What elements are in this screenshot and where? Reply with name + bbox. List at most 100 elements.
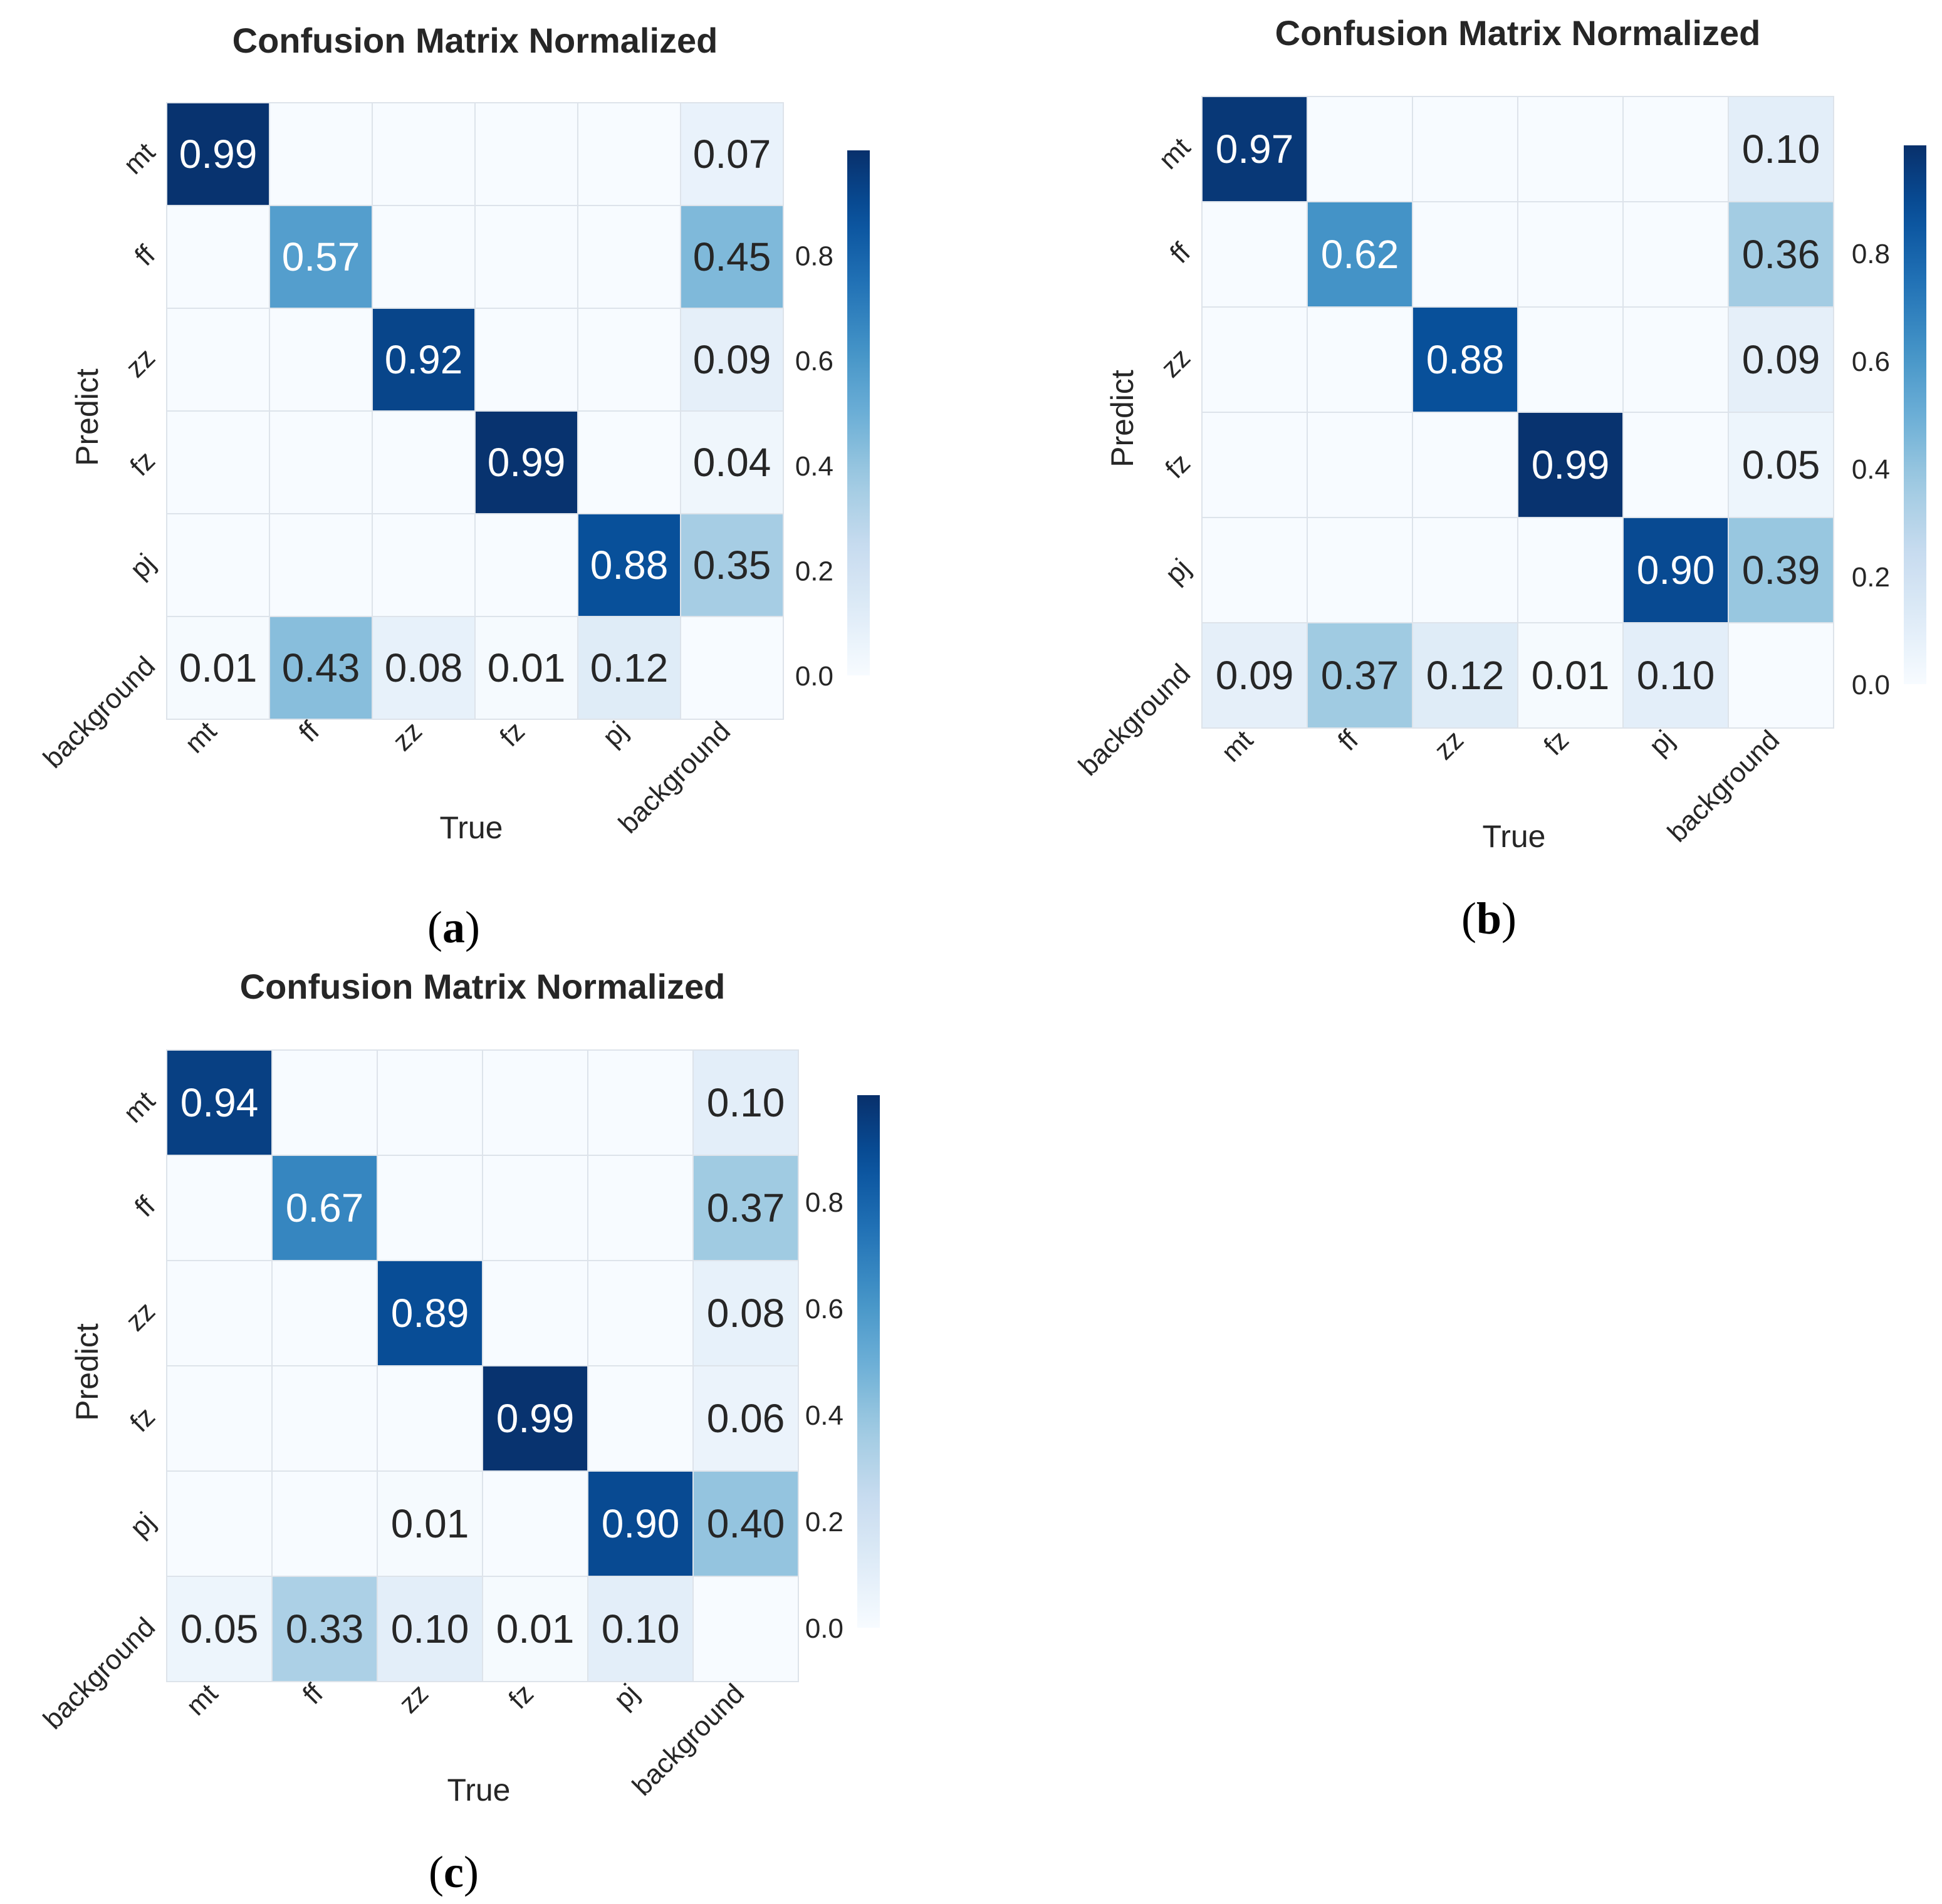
heatmap-cell bbox=[166, 1260, 273, 1366]
heatmap-cell bbox=[1622, 412, 1729, 518]
colorbar-tick-label: 0.8 bbox=[805, 1187, 843, 1218]
colorbar-tick-label: 0.6 bbox=[805, 1294, 843, 1324]
colorbar-gradient bbox=[857, 1095, 880, 1628]
y-axis-label: Predict bbox=[70, 1323, 105, 1421]
heatmap-cell bbox=[166, 205, 270, 309]
cell-value-label: 0.67 bbox=[286, 1185, 364, 1230]
heatmap-cell bbox=[271, 1260, 378, 1366]
heatmap-cell bbox=[1307, 412, 1413, 518]
heatmap-cell bbox=[372, 513, 476, 617]
heatmap-cell bbox=[1517, 622, 1624, 729]
heatmap-cell bbox=[587, 1470, 694, 1577]
heatmap-cell bbox=[587, 1260, 694, 1366]
x-tick-label: zz bbox=[393, 1678, 434, 1719]
heatmap-cell bbox=[1728, 96, 1834, 202]
panel-caption: (a) bbox=[427, 902, 480, 952]
heatmap-cell bbox=[474, 205, 578, 309]
heatmap-cell bbox=[1307, 306, 1413, 413]
y-tick-label: fz bbox=[1159, 447, 1196, 484]
heatmap-cell bbox=[372, 616, 476, 720]
heatmap-cell bbox=[692, 1365, 799, 1472]
colorbar-tick-label: 0.0 bbox=[805, 1613, 843, 1644]
cell-value-label: 0.08 bbox=[707, 1291, 785, 1336]
heatmap-cell bbox=[377, 1049, 483, 1156]
cell-value-label: 0.37 bbox=[707, 1185, 785, 1230]
heatmap-cell bbox=[1517, 517, 1624, 623]
heatmap-cell bbox=[1622, 306, 1729, 413]
cell-value-label: 0.97 bbox=[1216, 127, 1294, 172]
heatmap-cell bbox=[482, 1365, 588, 1472]
cell-value-label: 0.37 bbox=[1321, 653, 1399, 698]
heatmap-cell bbox=[166, 1049, 273, 1156]
cell-value-label: 0.06 bbox=[707, 1396, 785, 1441]
colorbar-tick-label: 0.4 bbox=[795, 451, 833, 482]
cell-value-label: 0.57 bbox=[282, 234, 360, 279]
x-tick-label: pj bbox=[1643, 724, 1680, 761]
x-tick-label: pj bbox=[597, 715, 634, 752]
cell-value-label: 0.40 bbox=[707, 1501, 785, 1546]
heatmap-cell bbox=[269, 410, 373, 514]
heatmap-cell bbox=[1307, 201, 1413, 308]
y-tick-label: background bbox=[38, 650, 161, 774]
cell-value-label: 0.09 bbox=[1216, 653, 1294, 698]
heatmap-cell bbox=[587, 1049, 694, 1156]
y-axis-label: Predict bbox=[1105, 370, 1140, 467]
heatmap-cell bbox=[271, 1470, 378, 1577]
x-tick-label: fz bbox=[503, 1678, 540, 1715]
heatmap-cell bbox=[271, 1576, 378, 1682]
y-tick-label: zz bbox=[1155, 342, 1196, 383]
x-tick-label: background bbox=[1662, 724, 1785, 848]
cell-value-label: 0.10 bbox=[707, 1080, 785, 1125]
heatmap-cell bbox=[269, 102, 373, 206]
cell-value-label: 0.92 bbox=[385, 337, 463, 382]
heatmap-cell bbox=[482, 1470, 588, 1577]
heatmap-cell bbox=[1201, 517, 1308, 623]
x-tick-label: fz bbox=[1538, 724, 1575, 761]
heatmap-cells: 0.97 0.10 0.62 0.36 0.88 0.09 0.99 0.05 0.90 0.39… bbox=[1201, 96, 1834, 729]
x-tick-label: background bbox=[627, 1678, 750, 1801]
cell-value-label: 0.45 bbox=[693, 234, 771, 279]
cell-value-label: 0.08 bbox=[385, 645, 463, 690]
y-tick-label: ff bbox=[129, 239, 162, 272]
heatmap-cell bbox=[577, 410, 681, 514]
heatmap-cell bbox=[271, 1049, 378, 1156]
heatmap-cell bbox=[680, 205, 784, 309]
colorbar-tick-label: 0.0 bbox=[1852, 670, 1890, 700]
cell-value-label: 0.07 bbox=[693, 132, 771, 177]
y-tick-label: zz bbox=[120, 1296, 161, 1337]
y-tick-label: background bbox=[1073, 658, 1196, 781]
x-tick-label: pj bbox=[608, 1678, 645, 1715]
heatmap-cell bbox=[1201, 201, 1308, 308]
heatmap-cell bbox=[166, 410, 270, 514]
cell-value-label: 0.09 bbox=[693, 337, 771, 382]
cell-value-label: 0.99 bbox=[1532, 442, 1610, 487]
heatmap-cell bbox=[1728, 201, 1834, 308]
heatmap-cells: 0.99 0.07 0.57 0.45 0.92 0.09 0.99 0.04 0.88 0.35… bbox=[166, 102, 784, 720]
heatmap-cell bbox=[372, 410, 476, 514]
x-tick-label: background bbox=[613, 715, 736, 839]
heatmap-cell bbox=[1412, 517, 1518, 623]
cell-value-label: 0.10 bbox=[1637, 653, 1715, 698]
colorbar: 0.0 0.2 0.4 0.6 0.8 bbox=[805, 1095, 880, 1644]
heatmap-cell bbox=[474, 513, 578, 617]
y-tick-label: pj bbox=[124, 548, 161, 585]
colorbar-tick-label: 0.4 bbox=[805, 1400, 843, 1431]
heatmap-cell bbox=[372, 308, 476, 412]
chart-title: Confusion Matrix Normalized bbox=[240, 967, 726, 1006]
heatmap-cell bbox=[269, 308, 373, 412]
heatmap-cell bbox=[587, 1365, 694, 1472]
heatmap-cell bbox=[1728, 622, 1834, 729]
heatmap-cell bbox=[269, 616, 373, 720]
y-tick-label: ff bbox=[1164, 237, 1197, 269]
panel-caption: (b) bbox=[1461, 893, 1517, 944]
heatmap-cell bbox=[680, 616, 784, 720]
cell-value-label: 0.01 bbox=[1532, 653, 1610, 698]
y-tick-label: mt bbox=[118, 1085, 161, 1128]
cell-value-label: 0.33 bbox=[286, 1606, 364, 1652]
cell-value-label: 0.01 bbox=[496, 1606, 575, 1652]
cell-value-label: 0.89 bbox=[391, 1291, 469, 1336]
heatmap-cell bbox=[1412, 306, 1518, 413]
